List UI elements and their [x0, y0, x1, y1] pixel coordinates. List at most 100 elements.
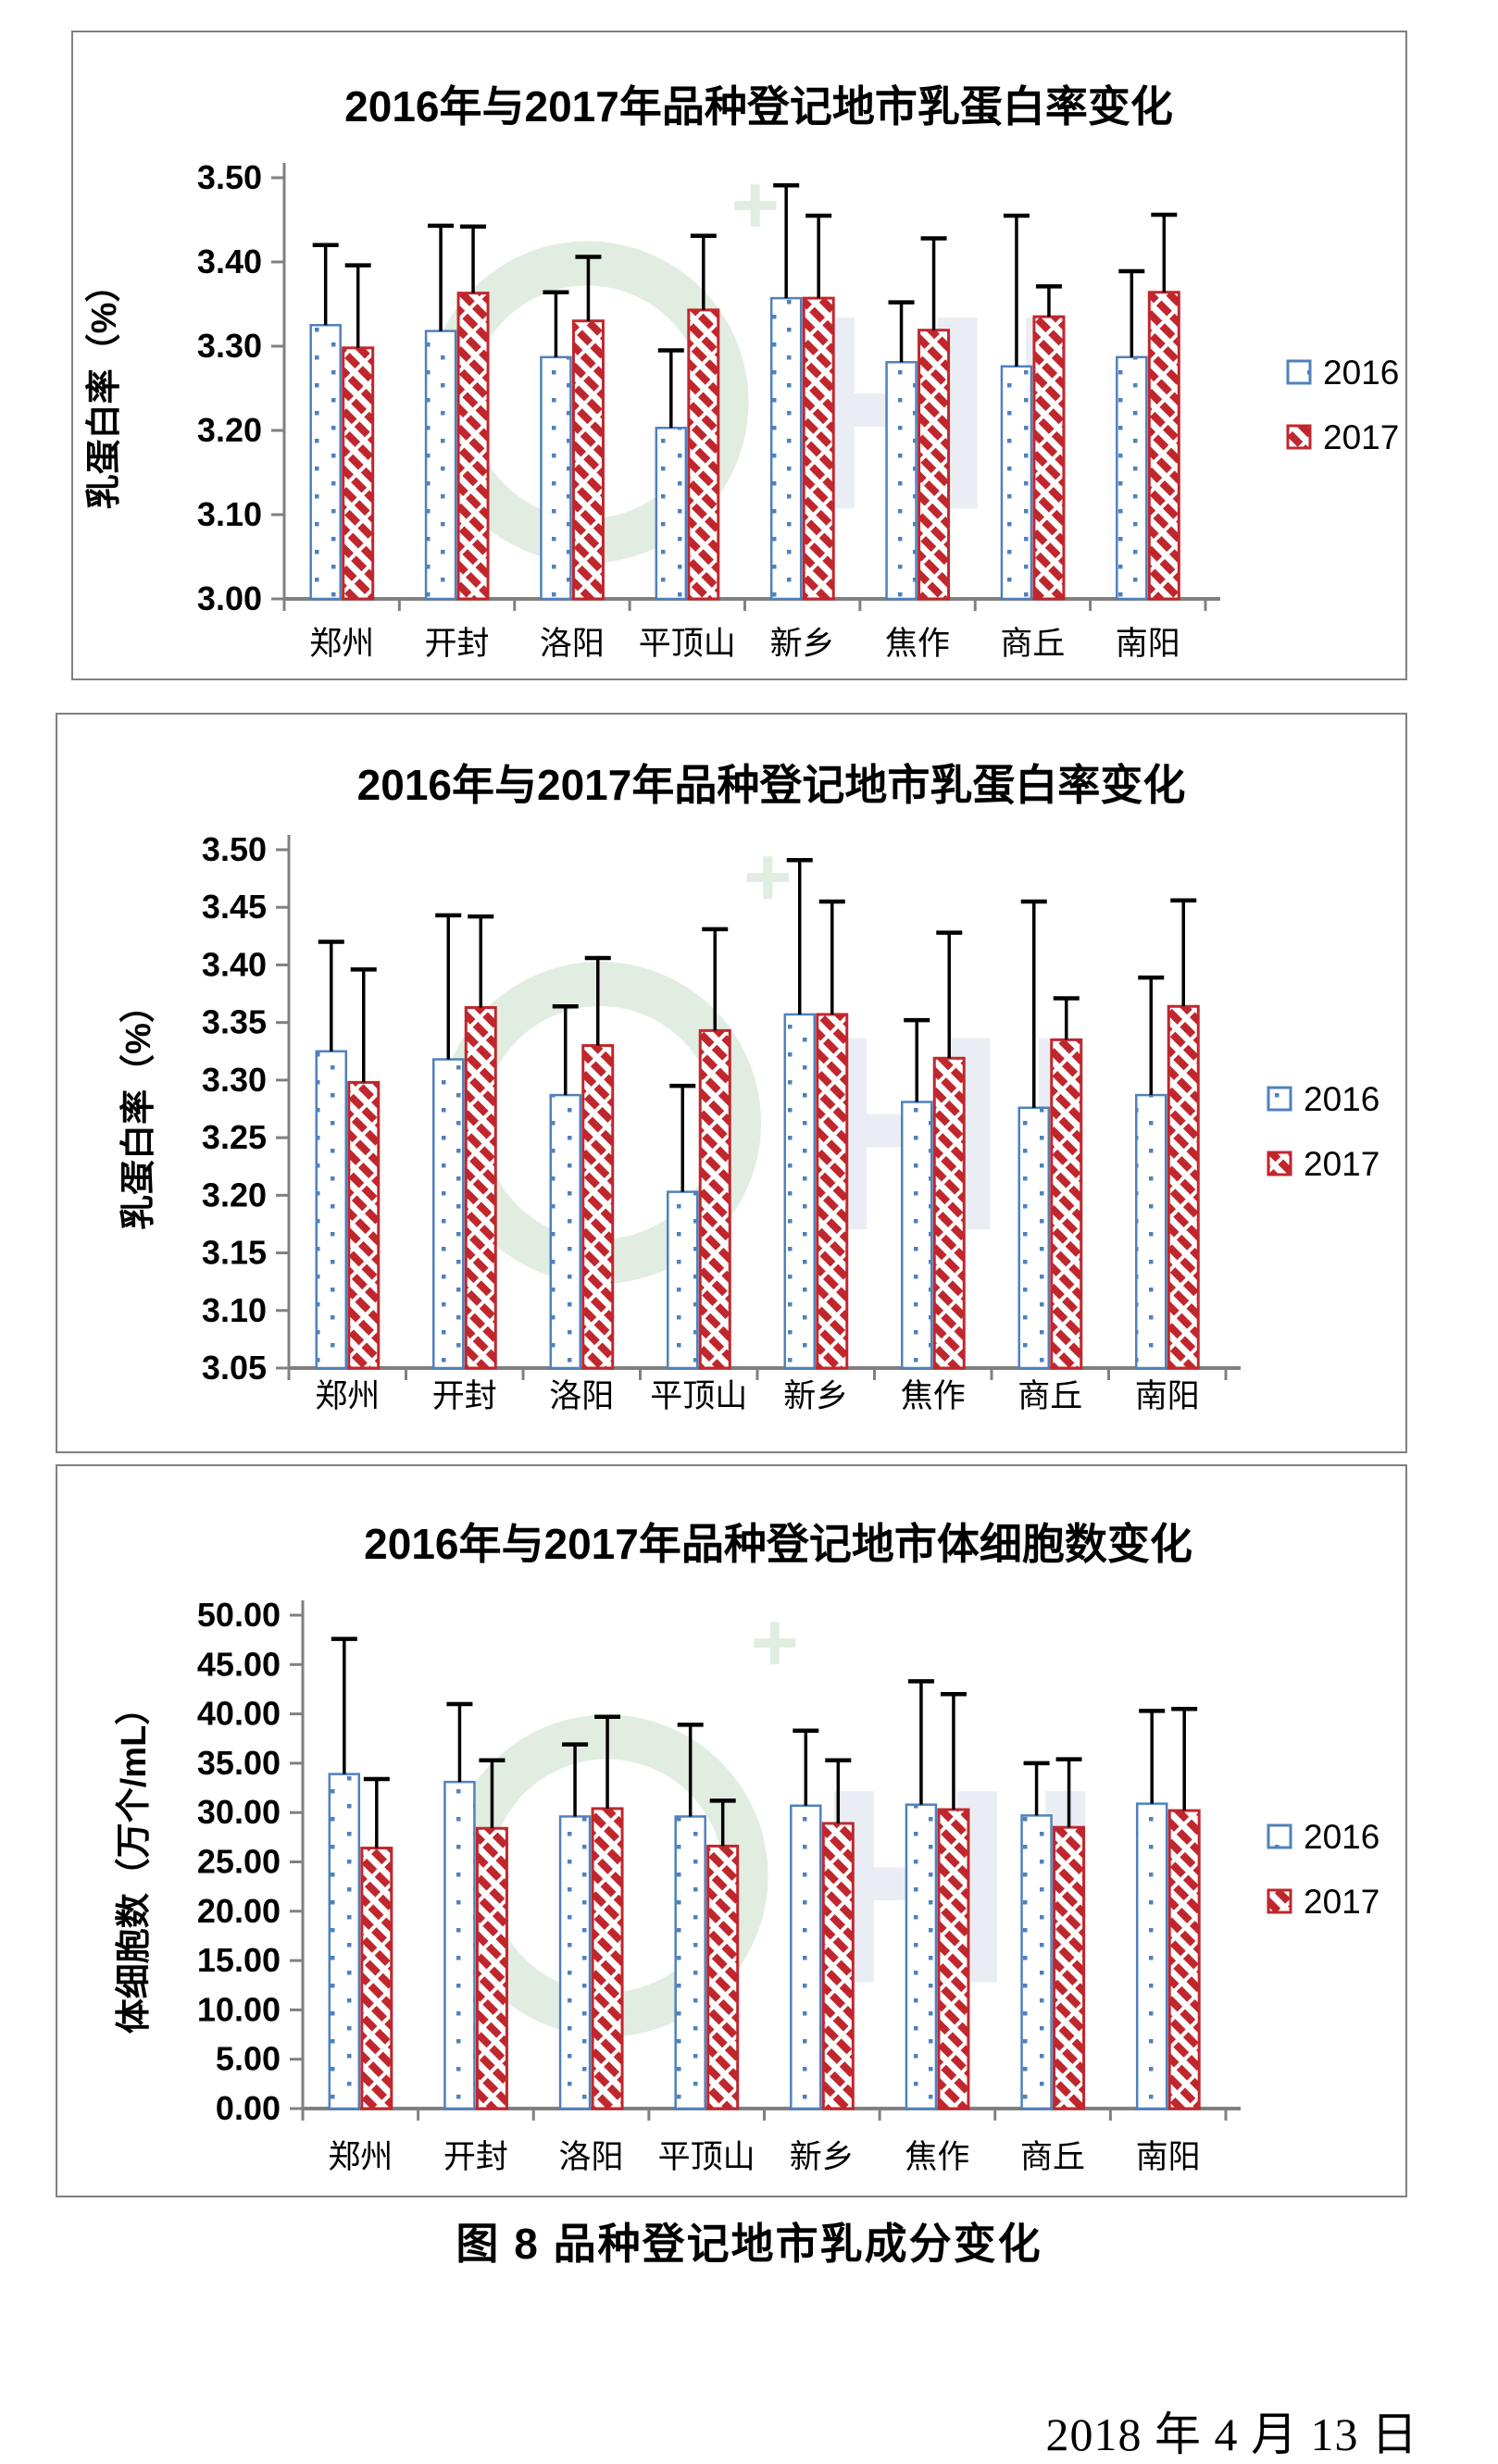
y-tick-label: 25.00 [197, 1843, 281, 1881]
bar-2017-0 [342, 346, 375, 601]
bar-2016-3 [667, 1190, 699, 1370]
bar-2017-0 [347, 1080, 381, 1370]
bar-2017-1 [456, 292, 490, 601]
x-category-label: 开封 [425, 626, 490, 662]
legend-label-2016: 2016 [1323, 354, 1399, 392]
legend-swatch-2017 [1286, 424, 1312, 450]
y-axis-label: 乳蛋白率（%） [119, 988, 158, 1230]
bar-2017-7 [1147, 291, 1180, 601]
bar-2016-7 [1116, 355, 1148, 601]
bar-2016-7 [1135, 1802, 1168, 2110]
bar-2016-0 [309, 324, 342, 601]
x-category-label: 焦作 [905, 2139, 969, 2175]
bar-2017-2 [581, 1044, 615, 1370]
bar-2016-3 [674, 1815, 706, 2110]
bar-2017-4 [802, 296, 835, 601]
bar-2016-4 [769, 296, 803, 601]
y-tick-label: 3.20 [202, 1176, 267, 1213]
x-category-label: 南阳 [1136, 2139, 1201, 2175]
legend-swatch-2016 [1267, 1086, 1292, 1112]
y-tick-label: 45.00 [197, 1645, 281, 1683]
bar-2017-5 [937, 1808, 970, 2110]
x-category-label: 郑州 [328, 2139, 393, 2175]
bar-2016-4 [783, 1013, 816, 1370]
y-tick-label: 20.00 [197, 1892, 281, 1930]
bar-2016-2 [549, 1093, 581, 1370]
y-tick-label: 3.45 [202, 888, 267, 926]
y-tick-label: 35.00 [197, 1744, 281, 1782]
bar-2017-5 [918, 329, 951, 601]
bar-2017-6 [1032, 315, 1066, 601]
y-axis-label: 乳蛋白率（%） [85, 268, 124, 510]
chart-canvas: +HI2016年与2017年品种登记地市乳蛋白率变化乳蛋白率（%）3.503.4… [119, 761, 1379, 1414]
bar-2017-6 [1053, 1825, 1086, 2110]
chart-somatic-cell-count: +HI2016年与2017年品种登记地市体细胞数变化体细胞数（万个/mL）50.… [56, 1464, 1407, 2197]
bar-2016-6 [1017, 1106, 1050, 1370]
y-tick-label: 30.00 [197, 1793, 281, 1831]
y-tick-label: 3.20 [197, 411, 262, 449]
y-tick-label: 3.50 [197, 158, 262, 196]
y-tick-label: 3.40 [197, 243, 262, 280]
x-category-label: 平顶山 [658, 2139, 755, 2175]
figure-caption: 图 8 品种登记地市乳成分变化 [456, 2220, 1042, 2268]
y-tick-label: 3.50 [202, 830, 267, 868]
chart-title: 2016年与2017年品种登记地市乳蛋白率变化 [344, 82, 1173, 131]
x-category-label: 郑州 [309, 626, 374, 662]
x-category-label: 洛阳 [559, 2139, 624, 2175]
x-category-label: 开封 [443, 2139, 508, 2175]
x-category-label: 商丘 [1000, 626, 1065, 662]
watermark-plus: + [743, 831, 793, 924]
y-tick-label: 3.10 [202, 1291, 267, 1329]
bar-2017-7 [1167, 1004, 1200, 1370]
x-category-label: 新乡 [790, 2139, 855, 2175]
chart-canvas: +HI2016年与2017年品种登记地市体细胞数变化体细胞数（万个/mL）50.… [115, 1520, 1379, 2175]
y-tick-label: 3.05 [202, 1349, 267, 1387]
bar-2016-6 [1020, 1814, 1053, 2110]
legend-swatch-2017 [1267, 1151, 1292, 1176]
y-tick-label: 15.00 [197, 1941, 281, 1979]
bar-2017-2 [571, 319, 605, 601]
bar-2017-3 [687, 308, 720, 601]
x-category-label: 郑州 [315, 1378, 380, 1414]
bar-2017-5 [932, 1056, 966, 1370]
legend-label-2017: 2017 [1323, 418, 1399, 456]
y-tick-label: 3.00 [197, 579, 262, 617]
x-category-label: 商丘 [1020, 2139, 1085, 2175]
chart-milk-protein-rate-1: +HI2016年与2017年品种登记地市乳蛋白率变化乳蛋白率（%）3.503.4… [71, 31, 1407, 680]
chart-title: 2016年与2017年品种登记地市体细胞数变化 [364, 1520, 1192, 1568]
x-category-label: 商丘 [1017, 1378, 1082, 1414]
chart-title: 2016年与2017年品种登记地市乳蛋白率变化 [357, 761, 1186, 809]
y-tick-label: 3.15 [202, 1234, 267, 1272]
x-category-label: 平顶山 [639, 626, 736, 662]
bar-2017-7 [1167, 1809, 1201, 2110]
bar-2017-1 [464, 1005, 497, 1370]
bar-2017-0 [360, 1847, 393, 2110]
legend-label-2017: 2017 [1304, 1145, 1379, 1183]
bar-2017-4 [816, 1013, 849, 1370]
bar-2016-0 [315, 1050, 347, 1370]
x-category-label: 洛阳 [549, 1378, 614, 1414]
y-tick-label: 3.30 [197, 327, 262, 365]
bar-2016-2 [540, 355, 572, 601]
legend-swatch-2017 [1267, 1888, 1292, 1914]
x-category-label: 开封 [432, 1378, 497, 1414]
bar-2016-5 [901, 1101, 933, 1370]
bar-2017-3 [706, 1844, 740, 2110]
bar-2017-1 [475, 1826, 508, 2110]
y-tick-label: 3.25 [202, 1118, 267, 1156]
x-category-label: 南阳 [1135, 1378, 1200, 1414]
x-category-label: 新乡 [783, 1378, 848, 1414]
legend-label-2017: 2017 [1304, 1883, 1379, 1921]
bar-2016-2 [558, 1815, 592, 2110]
watermark-plus: + [731, 159, 780, 252]
x-category-label: 焦作 [901, 1378, 966, 1414]
x-category-label: 新乡 [770, 626, 835, 662]
y-tick-label: 0.00 [216, 2089, 281, 2127]
bar-2017-6 [1050, 1038, 1083, 1370]
bar-2016-1 [424, 330, 457, 601]
y-tick-label: 3.40 [202, 945, 267, 983]
bar-2017-2 [591, 1807, 624, 2110]
y-tick-label: 10.00 [197, 1990, 281, 2028]
x-category-label: 焦作 [885, 626, 950, 662]
